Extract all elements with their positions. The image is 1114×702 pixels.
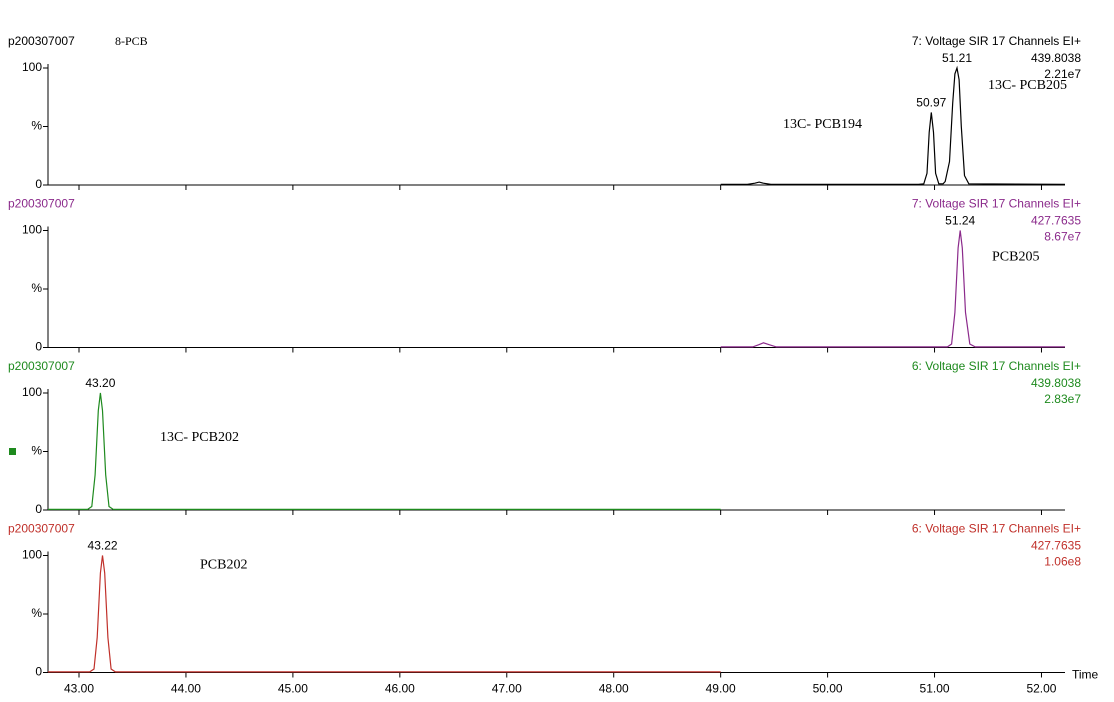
intensity: 1.06e8 (1044, 555, 1081, 569)
sample-label: p200307007 (8, 359, 75, 373)
x-tick-label: 48.00 (599, 682, 629, 696)
y-tick-label: % (31, 444, 42, 458)
intensity: 8.67e7 (1044, 230, 1081, 244)
y-tick-label: 100 (22, 60, 42, 74)
channel: 7: Voltage SIR 17 Channels EI+ (912, 197, 1081, 211)
x-tick-label: 52.00 (1026, 682, 1056, 696)
mass: 439.8038 (1031, 376, 1081, 390)
mass: 427.7635 (1031, 539, 1081, 553)
trace (720, 65, 1066, 185)
x-tick-label: 51.00 (920, 682, 950, 696)
x-tick-label: 44.00 (171, 682, 201, 696)
peak-label: 43.22 (88, 539, 118, 553)
trace (720, 230, 1065, 348)
subtitle: 8-PCB (115, 34, 148, 48)
annotation: 13C- PCB205 (988, 78, 1067, 93)
sample-label: p200307007 (8, 34, 75, 48)
trace (48, 555, 721, 673)
x-tick-label: 46.00 (385, 682, 415, 696)
y-tick-label: 0 (35, 665, 42, 679)
sample-label: p200307007 (8, 522, 75, 536)
y-tick-label: 100 (22, 385, 42, 399)
intensity: 2.83e7 (1044, 392, 1081, 406)
annotation: PCB202 (200, 558, 247, 573)
trace (48, 392, 721, 510)
x-axis-label: Time (1072, 668, 1099, 682)
x-tick-label: 43.00 (64, 682, 94, 696)
y-tick-label: 100 (22, 223, 42, 237)
mass: 439.8038 (1031, 51, 1081, 65)
x-tick-label: 49.00 (706, 682, 736, 696)
intensity: 2.21e7 (1044, 67, 1081, 81)
annotation: PCB205 (992, 250, 1039, 265)
y-tick-label: % (31, 281, 42, 295)
channel: 6: Voltage SIR 17 Channels EI+ (912, 522, 1081, 536)
marker (9, 448, 16, 455)
mass: 427.7635 (1031, 214, 1081, 228)
peak-label: 43.20 (85, 376, 115, 390)
peak-label: 51.21 (942, 51, 972, 65)
sample-label: p200307007 (8, 197, 75, 211)
channel: 6: Voltage SIR 17 Channels EI+ (912, 359, 1081, 373)
y-tick-label: 100 (22, 548, 42, 562)
x-tick-label: 47.00 (492, 682, 522, 696)
channel: 7: Voltage SIR 17 Channels EI+ (912, 34, 1081, 48)
y-tick-label: 0 (35, 340, 42, 354)
annotation: 13C- PCB194 (783, 117, 862, 132)
y-tick-label: % (31, 606, 42, 620)
x-tick-label: 45.00 (278, 682, 308, 696)
peak-label: 50.97 (916, 96, 946, 110)
x-tick-label: 50.00 (813, 682, 843, 696)
peak-label: 51.24 (945, 214, 975, 228)
y-tick-label: 0 (35, 177, 42, 191)
y-tick-label: % (31, 119, 42, 133)
y-tick-label: 0 (35, 502, 42, 516)
annotation: 13C- PCB202 (160, 430, 239, 445)
